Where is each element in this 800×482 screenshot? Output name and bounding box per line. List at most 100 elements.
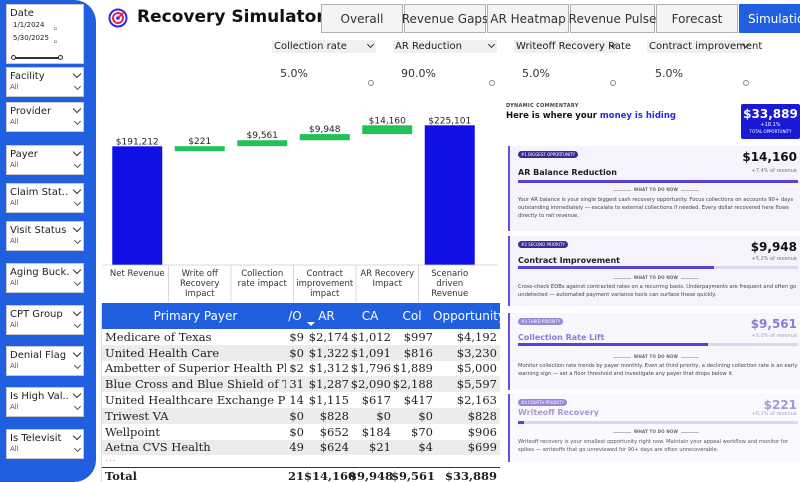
total-cell: $14,160	[304, 468, 357, 482]
badge-subtitle: TOTAL OPPORTUNITY	[749, 129, 792, 134]
date-slicer[interactable]: Date 1/1/2024 ▫ 5/30/2025 ▫	[6, 4, 84, 64]
value-cell: $0	[289, 424, 304, 439]
calendar-icon[interactable]: ▫	[53, 26, 57, 32]
parameter-collection-rate[interactable]: Collection rate 5.0%	[272, 40, 376, 94]
table-row[interactable]: Aetna CVS Health 49 $624 $21 $4 $699	[102, 439, 500, 456]
table-row[interactable]: Medicare of Texas $9 $2,174 $1,012 $997 $4,19…	[102, 329, 500, 345]
tab-simulation[interactable]: Simulation	[739, 4, 800, 33]
category-label: Revenue	[431, 289, 468, 299]
tab-overall[interactable]: Overall	[321, 4, 403, 33]
value-cell: $4	[418, 440, 433, 455]
parameter-label: Collection rate	[272, 40, 376, 53]
table-row[interactable]: Ambetter of Superior Health Plan $2 $1,312…	[102, 361, 500, 377]
parameter-label-text: Writeoff Recovery Rate	[516, 41, 632, 52]
column-header-primary-payer[interactable]: Primary Payer	[153, 309, 238, 323]
value-cell: $1,312	[308, 361, 349, 376]
parameter-slider-handle[interactable]	[610, 80, 616, 86]
chevron-down-icon[interactable]	[487, 40, 496, 49]
value-cell: $624	[319, 440, 349, 455]
column-header-ar[interactable]: AR	[318, 309, 335, 323]
chevron-down-icon[interactable]	[72, 389, 82, 399]
sort-descending-icon[interactable]	[307, 322, 315, 326]
slicer-claim-stat[interactable]: Claim Stat... All	[6, 183, 84, 213]
slicer-label: Visit Status	[10, 225, 67, 236]
parameter-slider-handle[interactable]	[368, 80, 374, 86]
date-range-slider[interactable]	[11, 55, 63, 60]
slicer-value: All	[10, 83, 19, 91]
total-cell: $9,948	[349, 468, 394, 482]
slicer-is-televisit[interactable]: Is Televisit All	[6, 429, 84, 459]
card-title: Collection Rate Lift	[518, 333, 605, 342]
value-cell: $997	[403, 329, 433, 344]
slicer-provider[interactable]: Provider All	[6, 102, 84, 132]
value-cell: $0	[376, 408, 391, 423]
waterfall-bar[interactable]	[362, 125, 413, 135]
table-row[interactable]: ...	[102, 455, 500, 461]
card-amount: $14,160	[742, 150, 797, 164]
date-start-field[interactable]: 1/1/2024 ▫	[7, 19, 83, 32]
table-total-row: Total 21 $14,160 $9,948 $9,561 $33,889	[102, 467, 500, 482]
what-to-do-label: WHAT TO DO NOW	[510, 187, 800, 192]
column-header-col[interactable]: Col	[402, 309, 422, 323]
slicer-visit-status[interactable]: Visit Status All	[6, 221, 84, 251]
parameter-ar-reduction[interactable]: AR Reduction 90.0%	[393, 40, 497, 94]
data-label: $14,160	[369, 116, 406, 126]
calendar-icon[interactable]: ▫	[53, 39, 57, 45]
value-cell: $1,012	[350, 329, 391, 344]
slicer-value: All	[10, 362, 19, 370]
chevron-down-icon[interactable]	[72, 147, 82, 157]
slicer-denial-flag[interactable]: Denial Flag All	[6, 346, 84, 376]
chevron-down-icon[interactable]	[72, 307, 82, 317]
slicer-aging-buck[interactable]: Aging Buck...All	[6, 263, 84, 293]
parameter-label-text: Contract improvement	[649, 41, 763, 52]
date-range-start-handle[interactable]	[11, 55, 16, 60]
slicer-value: All	[10, 237, 19, 245]
column-header-wo[interactable]: /O	[288, 309, 302, 323]
chevron-down-icon[interactable]	[72, 185, 82, 195]
chevron-down-icon[interactable]	[72, 348, 82, 358]
table-row[interactable]: Blue Cross and Blue Shield of Texas31 $1,…	[102, 376, 500, 393]
parameter-label: Contract improvement	[647, 40, 762, 53]
table-row[interactable]: United Healthcare Exchange Plan 14 $1,115 $…	[102, 392, 500, 408]
date-end-field[interactable]: 5/30/2025 ▫	[7, 32, 83, 45]
parameter-contract-improvement[interactable]: Contract improvement 5.0%	[647, 40, 762, 94]
parameter-slider-handle[interactable]	[489, 80, 495, 86]
card-progress-fill	[518, 343, 709, 346]
parameter-label-text: Collection rate	[274, 41, 347, 52]
slicer-is-high-val[interactable]: Is High Val... All	[6, 387, 84, 417]
tab-ar-heatmap[interactable]: AR Heatmap	[487, 4, 569, 33]
column-header-opportunity[interactable]: Opportunity	[433, 309, 500, 323]
parameter-writeoff-recovery-rate[interactable]: Writeoff Recovery Rate 5.0%	[514, 40, 631, 94]
tab-forecast[interactable]: Forecast	[656, 4, 738, 33]
category-label: Recovery	[180, 279, 219, 289]
column-header-ca[interactable]: CA	[361, 309, 379, 323]
slicer-cpt-group[interactable]: CPT Group All	[6, 305, 84, 335]
table-row[interactable]: United Health Care $0 $1,322 $1,091 $816 $3,2…	[102, 344, 500, 361]
waterfall-bar[interactable]	[299, 134, 350, 141]
waterfall-bar[interactable]	[237, 140, 288, 147]
parameter-slider-handle[interactable]	[743, 80, 749, 86]
chevron-down-icon[interactable]	[72, 69, 82, 79]
chevron-down-icon[interactable]	[72, 431, 82, 441]
chevron-down-icon[interactable]	[72, 223, 82, 233]
value-cell: 31	[289, 377, 304, 392]
what-to-do-label: WHAT TO DO NOW	[510, 429, 800, 434]
waterfall-bar[interactable]	[424, 125, 475, 265]
slicer-facility[interactable]: Facility All	[6, 67, 84, 97]
waterfall-chart: $191,212 Net Revenue $221 Write offRecovery…	[103, 116, 498, 302]
tab-revenue-pulse[interactable]: Revenue Pulse	[569, 4, 656, 33]
total-cell: $9,561	[391, 468, 436, 482]
waterfall-bar[interactable]	[174, 146, 225, 152]
table-body: Medicare of Texas $9 $2,174 $1,012 $997 $4,19…	[102, 329, 500, 461]
table-row[interactable]: Triwest VA $0 $828 $0 $0 $828	[102, 407, 500, 424]
chevron-down-icon[interactable]	[72, 265, 82, 275]
table-row[interactable]: Wellpoint $0 $652 $184 $70 $906	[102, 424, 500, 440]
chevron-down-icon[interactable]	[366, 40, 375, 49]
date-range-end-handle[interactable]	[58, 55, 63, 60]
value-cell: $699	[467, 440, 497, 455]
tab-revenue-gaps[interactable]: Revenue Gaps	[402, 4, 488, 33]
chevron-down-icon[interactable]	[72, 104, 82, 114]
slicer-payer[interactable]: Payer All	[6, 145, 84, 175]
waterfall-bar[interactable]	[112, 146, 163, 265]
value-cell: $5,597	[456, 377, 497, 392]
